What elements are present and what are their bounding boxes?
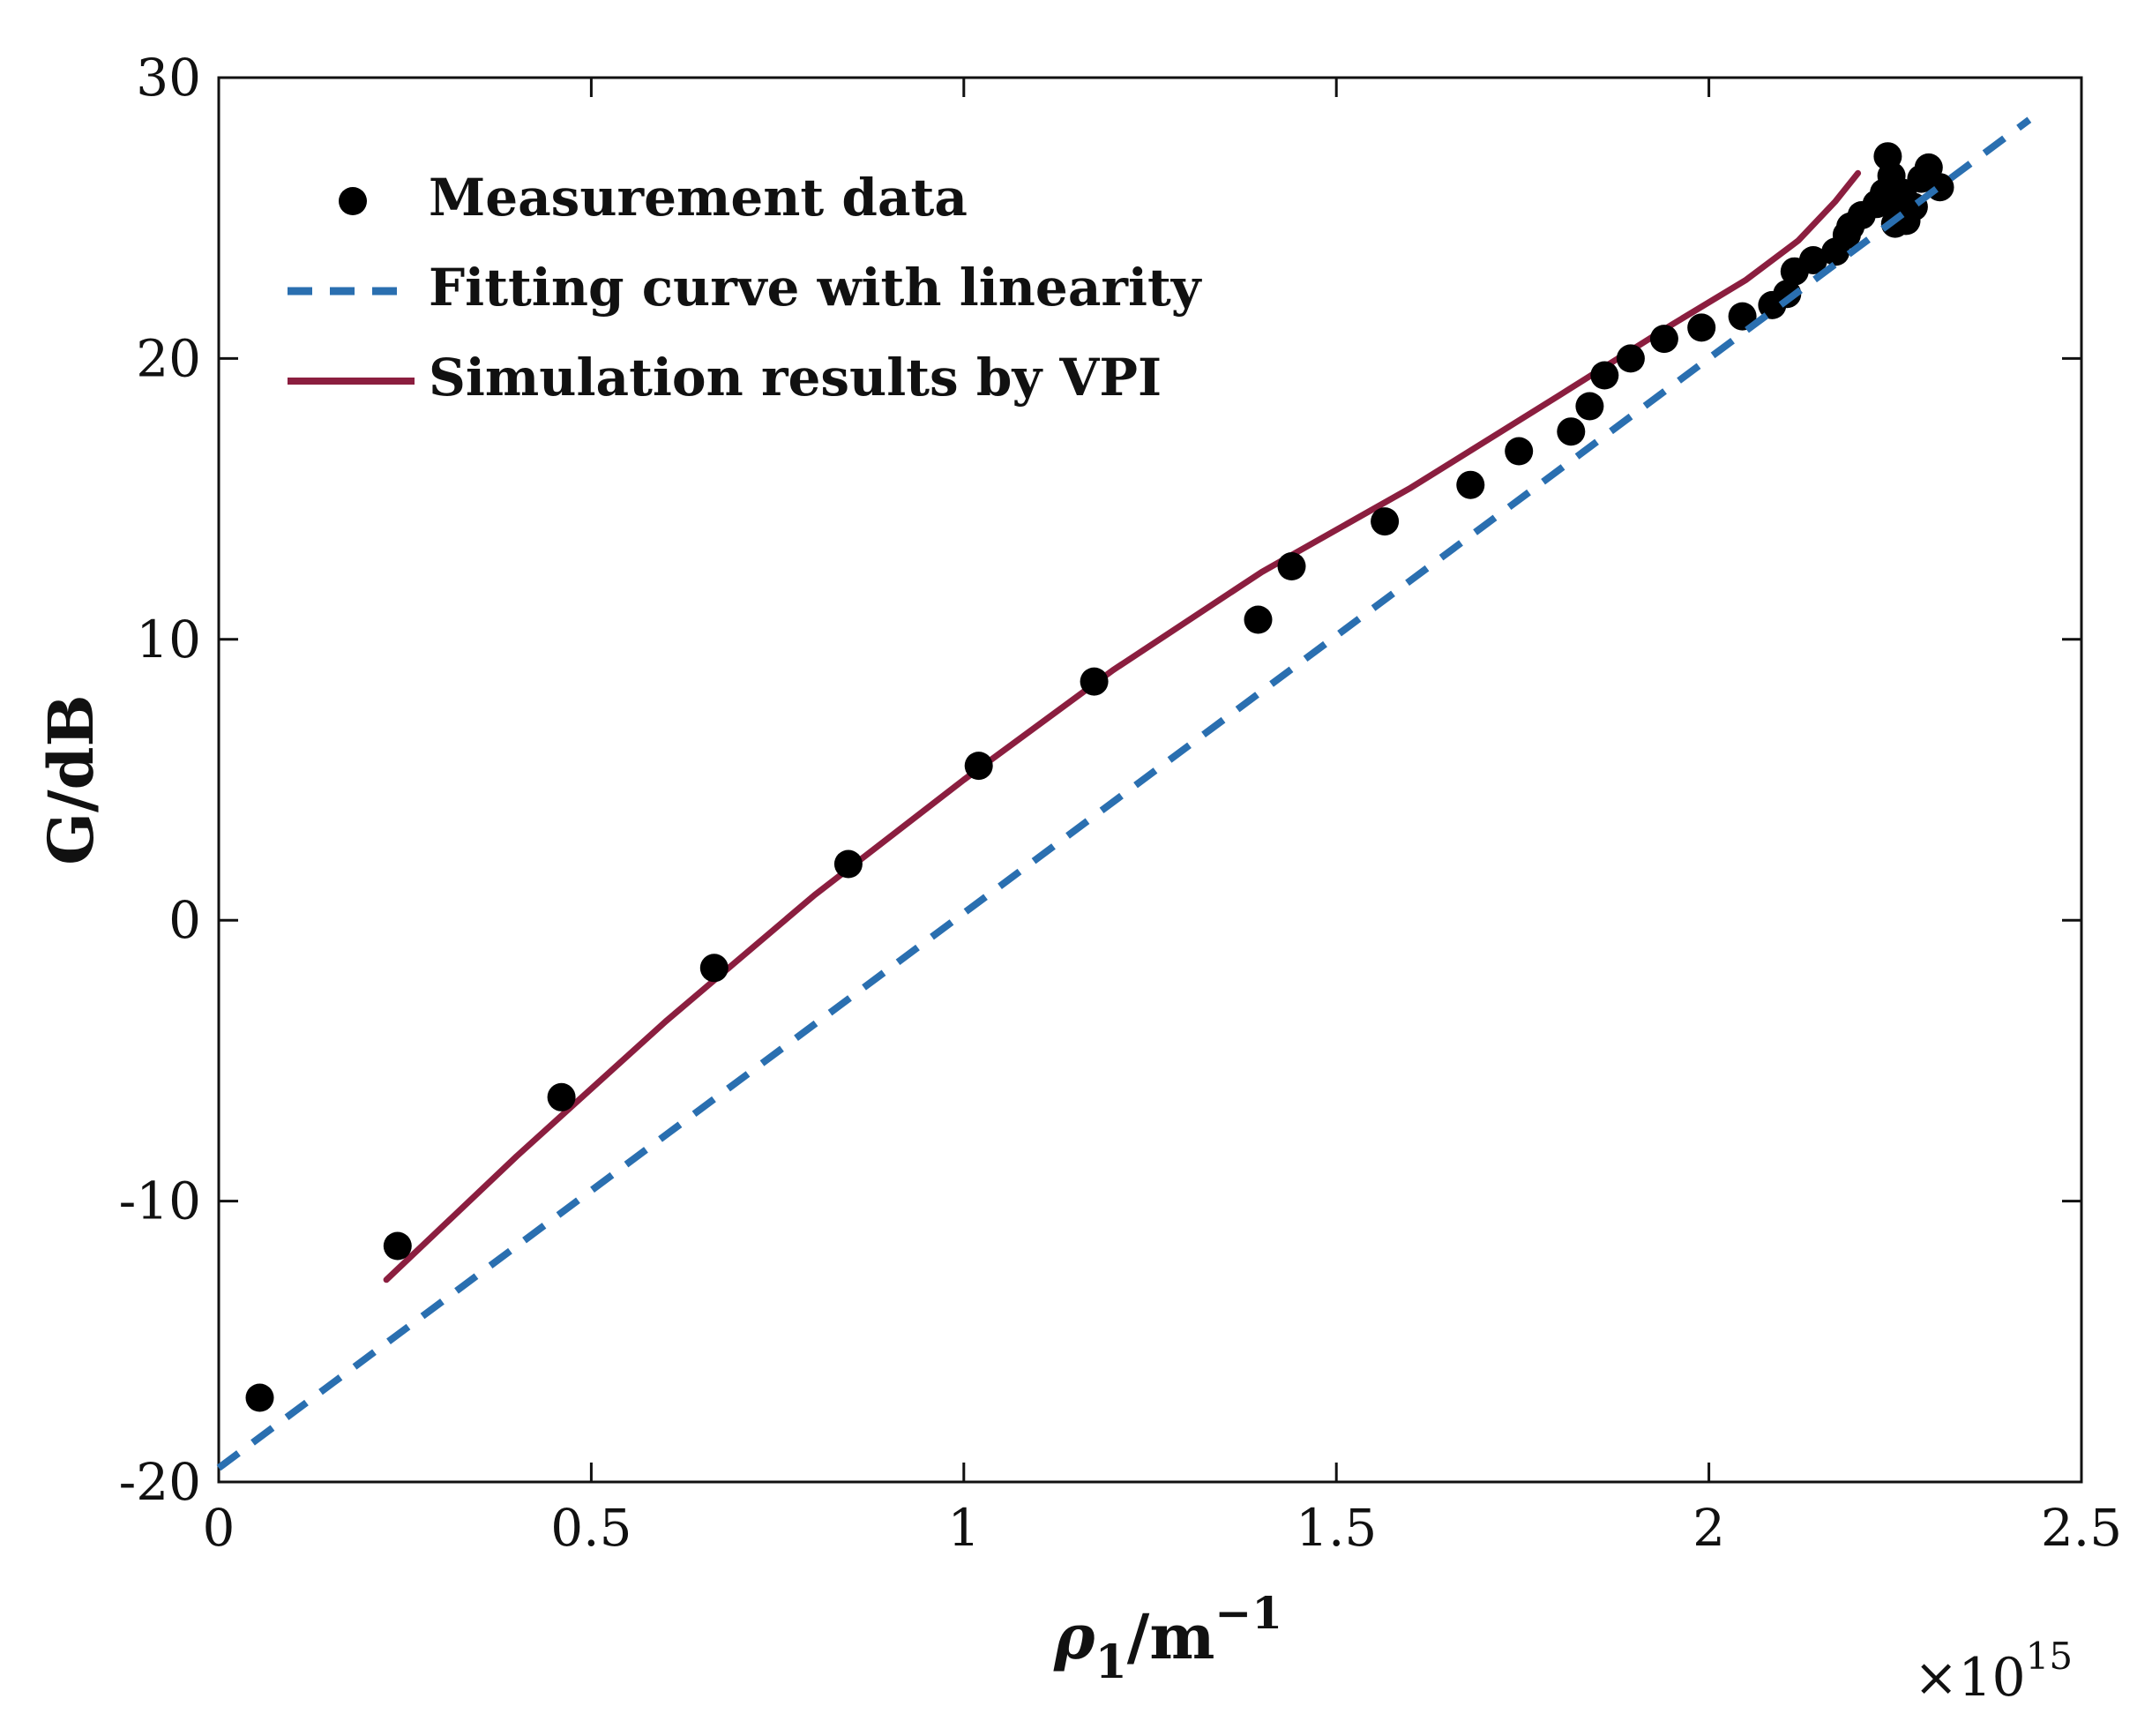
y-tick-label-2: 0 [168,890,201,950]
measurement-point-1 [383,1231,412,1261]
x-axis-multiplier: ×1015 [1914,1635,2073,1709]
measurement-point-16 [1649,325,1678,354]
legend-label-simulation: Simulation results by VPI [429,348,1162,408]
axis-ticks [217,76,2083,1484]
x-multiplier-exponent: 15 [2026,1635,2073,1678]
measurement-point-22 [1798,246,1827,274]
plot-frame [217,76,2083,1484]
y-tick-label-0: -20 [119,1452,201,1512]
legend-marker-measurement [339,187,367,215]
x-tick-label-1: 0.5 [550,1498,631,1558]
measurement-point-11 [1505,437,1534,466]
x-tick-label-4: 2 [1692,1498,1725,1558]
measurement-point-12 [1557,417,1586,446]
legend: Measurement data Fitting curve with line… [288,168,1203,408]
x-multiplier-base: ×10 [1914,1647,2026,1709]
x-tick-label-5: 2.5 [2041,1498,2122,1558]
y-axis-title: G/dB [34,694,108,864]
x-tick-label-2: 1 [947,1498,980,1558]
measurement-point-8 [1277,552,1306,580]
simulation-line [383,169,1862,1283]
x-tick-label-3: 1.5 [1296,1498,1377,1558]
measurement-point-4 [833,849,863,879]
simulation-series [383,169,1862,1283]
measurement-point-13 [1575,392,1604,421]
x-tick-labels: 0 0.5 1 1.5 2 2.5 [203,1498,2123,1558]
fitting-series [216,116,2032,1471]
measurement-point-10 [1456,470,1485,499]
measurement-point-14 [1590,361,1619,390]
x-axis-title: ρ1/m−1 [1053,1587,1282,1689]
measurement-series [245,142,1954,1412]
measurement-point-0 [245,1383,274,1412]
measurement-point-17 [1687,313,1716,342]
measurement-point-18 [1728,302,1757,331]
measurement-point-15 [1616,344,1645,373]
y-tick-labels: -20 -10 0 10 20 30 [119,48,201,1512]
x-axis-superscript: −1 [1214,1587,1282,1639]
legend-label-fitting: Fitting curve with linearity [429,258,1203,318]
y-tick-label-5: 30 [136,48,201,108]
x-axis-unit: /m [1127,1600,1215,1673]
x-axis-symbol: ρ [1053,1600,1095,1673]
measurement-point-9 [1371,507,1400,536]
measurement-point-3 [699,954,729,983]
y-tick-label-4: 20 [136,328,201,388]
legend-label-measurement: Measurement data [429,168,968,228]
x-axis-subscript: 1 [1095,1635,1127,1689]
measurement-point-6 [1080,667,1109,696]
x-tick-label-0: 0 [203,1498,235,1558]
measurement-point-2 [547,1082,576,1111]
fitting-line [216,116,2032,1471]
measurement-point-7 [1244,605,1273,634]
y-tick-label-3: 10 [136,610,201,670]
y-tick-label-1: -10 [119,1171,201,1231]
measurement-point-5 [964,752,993,781]
